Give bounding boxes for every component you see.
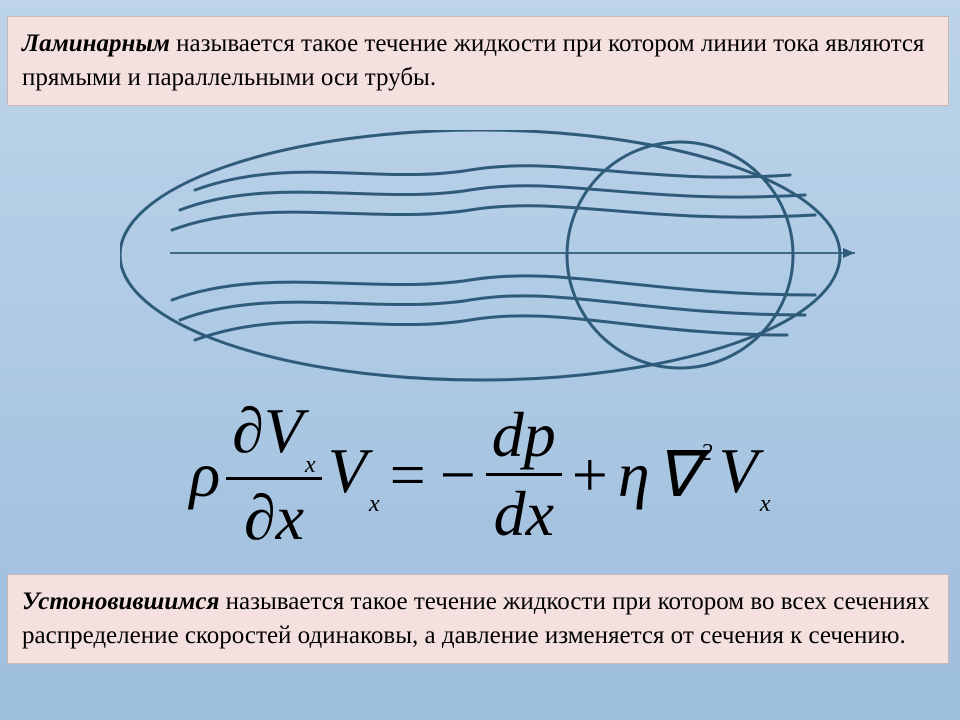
plus-sign: +	[568, 443, 612, 507]
laplacian: ∇2	[656, 443, 713, 507]
flow-diagram	[120, 130, 840, 390]
V-symbol: Vx	[328, 439, 380, 511]
term-laminar: Ламинарным	[22, 30, 170, 57]
definition-steady: Устоновившимся называется такое течение …	[7, 574, 949, 664]
flow-svg	[120, 130, 860, 390]
V-symbol-2: Vx	[719, 439, 771, 511]
fraction-dpdx: dp dx	[486, 399, 562, 550]
rho-symbol: ρ	[189, 443, 220, 507]
fraction-dvdx: ∂Vx ∂x	[226, 395, 322, 554]
eta-symbol: η	[618, 443, 650, 507]
minus-sign: −	[436, 443, 480, 507]
equals-sign: =	[386, 443, 430, 507]
definition-laminar: Ламинарным называется такое течение жидк…	[7, 16, 949, 106]
equation-navier-stokes: ρ ∂Vx ∂x Vx = − dp dx + η ∇2 Vx	[0, 395, 960, 554]
term-steady: Устоновившимся	[22, 588, 219, 615]
